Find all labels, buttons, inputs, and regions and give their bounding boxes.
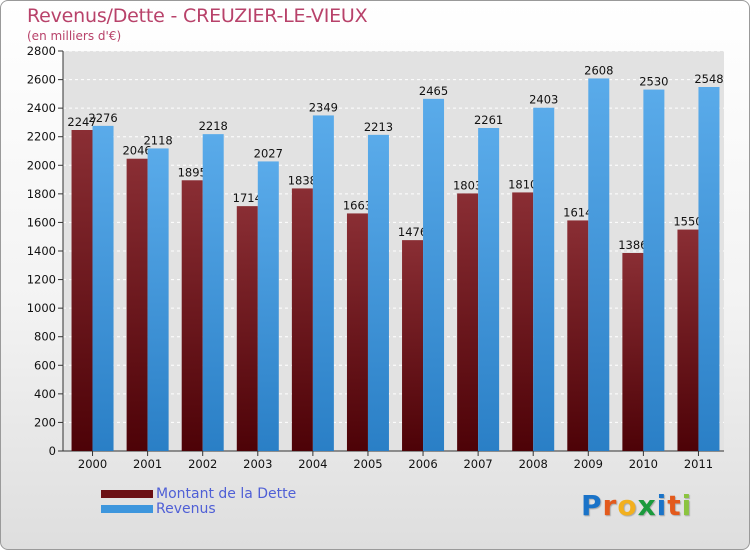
- data-label-dette: 1810: [508, 177, 537, 191]
- y-tick-label: 200: [34, 415, 56, 429]
- logo-letter: o: [617, 489, 638, 522]
- x-tick-label: 2011: [684, 457, 713, 471]
- y-tick-label: 2600: [27, 73, 56, 87]
- data-label-dette: 1714: [233, 191, 262, 205]
- bar-dette: [291, 188, 313, 451]
- data-label-revenus: 2276: [88, 111, 117, 125]
- legend-label-revenus: Revenus: [156, 501, 216, 517]
- y-tick-label: 1200: [27, 273, 56, 287]
- data-label-revenus: 2118: [143, 133, 172, 147]
- bar-dette: [126, 158, 148, 451]
- legend-swatch-revenus: [101, 505, 153, 513]
- chart-title: Revenus/Dette - CREUZIER-LE-VIEUX: [27, 5, 368, 27]
- x-tick-label: 2004: [298, 457, 327, 471]
- bar-revenus: [92, 125, 114, 451]
- data-label-revenus: 2608: [584, 63, 613, 77]
- bar-revenus: [423, 98, 445, 451]
- data-label-revenus: 2548: [694, 72, 723, 86]
- data-label-revenus: 2027: [254, 146, 283, 160]
- x-tick-label: 2002: [188, 457, 217, 471]
- logo-letter: x: [637, 489, 657, 522]
- bar-dette: [236, 206, 258, 451]
- data-label-revenus: 2465: [419, 84, 448, 98]
- data-label-dette: 1614: [563, 205, 592, 219]
- y-tick-label: 800: [34, 330, 56, 344]
- bar-dette: [677, 229, 699, 451]
- y-tick-label: 1800: [27, 187, 56, 201]
- x-tick-label: 2007: [463, 457, 492, 471]
- y-tick-label: 2200: [27, 130, 56, 144]
- data-label-revenus: 2530: [639, 75, 668, 89]
- x-tick-label: 2008: [519, 457, 548, 471]
- logo-letter: t: [667, 489, 682, 522]
- data-label-revenus: 2403: [529, 93, 558, 107]
- bar-revenus: [698, 87, 720, 451]
- bar-dette: [622, 253, 644, 451]
- data-label-dette: 1476: [398, 225, 427, 239]
- y-tick-label: 1000: [27, 301, 56, 315]
- data-label-revenus: 2218: [199, 119, 228, 133]
- data-label-dette: 1838: [288, 173, 317, 187]
- legend-label-dette: Montant de la Dette: [156, 486, 297, 502]
- legend-swatch-dette: [101, 490, 153, 498]
- y-tick-label: 1600: [27, 215, 56, 229]
- y-tick-label: 1400: [27, 244, 56, 258]
- bar-dette: [457, 193, 479, 451]
- y-tick-label: 0: [49, 444, 56, 458]
- bar-revenus: [533, 107, 555, 451]
- y-tick-label: 2000: [27, 158, 56, 172]
- data-label-revenus: 2349: [309, 100, 338, 114]
- logo-letter: i: [681, 489, 693, 522]
- data-label-dette: 1550: [673, 215, 702, 229]
- logo-letter: P: [581, 489, 603, 522]
- bar-dette: [71, 130, 93, 451]
- bar-dette: [346, 213, 368, 451]
- data-label-dette: 1663: [343, 198, 372, 212]
- bar-dette: [181, 180, 203, 452]
- bar-revenus: [643, 89, 665, 452]
- x-tick-label: 2009: [574, 457, 603, 471]
- proxiti-logo: Proxiti: [581, 489, 692, 522]
- x-tick-label: 2010: [629, 457, 658, 471]
- x-tick-label: 2005: [353, 457, 382, 471]
- data-label-dette: 1803: [453, 178, 482, 192]
- logo-letter: r: [602, 489, 618, 522]
- y-tick-label: 2800: [27, 44, 56, 58]
- bar-revenus: [478, 128, 500, 451]
- x-tick-label: 2003: [243, 457, 272, 471]
- logo-letter: i: [656, 489, 668, 522]
- x-tick-label: 2000: [78, 457, 107, 471]
- bar-revenus: [312, 115, 334, 451]
- x-tick-label: 2006: [408, 457, 437, 471]
- x-tick-label: 2001: [133, 457, 162, 471]
- y-tick-label: 600: [34, 358, 56, 372]
- bar-revenus: [202, 134, 224, 451]
- chart-subtitle: (en milliers d'€): [27, 29, 122, 43]
- bar-revenus: [588, 78, 610, 451]
- bar-dette: [567, 220, 589, 451]
- y-tick-label: 2400: [27, 101, 56, 115]
- bar-revenus: [147, 148, 169, 451]
- data-label-dette: 1895: [178, 165, 207, 179]
- data-label-revenus: 2213: [364, 120, 393, 134]
- data-label-dette: 1386: [618, 238, 647, 252]
- bar-dette: [402, 240, 424, 451]
- y-tick-label: 400: [34, 387, 56, 401]
- data-label-dette: 2247: [67, 115, 96, 129]
- bar-dette: [512, 192, 534, 451]
- bar-revenus: [257, 161, 279, 451]
- data-label-dette: 2046: [122, 144, 151, 158]
- bar-revenus: [367, 134, 389, 451]
- data-label-revenus: 2261: [474, 113, 503, 127]
